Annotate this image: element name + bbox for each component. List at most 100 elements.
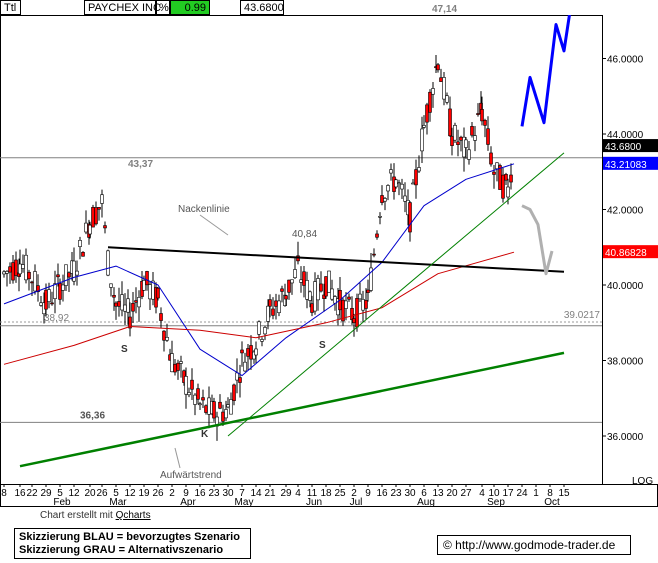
candle-up <box>445 95 449 103</box>
candle-up <box>193 394 197 405</box>
candle-down <box>375 233 379 238</box>
candle-down <box>504 174 508 181</box>
candle-up <box>327 270 331 293</box>
candle-up <box>187 392 191 396</box>
candle-down <box>134 300 138 303</box>
candle-up <box>226 404 230 408</box>
candle-up <box>453 125 457 141</box>
candle-down <box>450 136 454 146</box>
candle-down <box>190 379 194 390</box>
candle-down <box>364 300 368 309</box>
candle-down <box>131 303 135 312</box>
candle-down <box>114 302 118 307</box>
candle-down <box>81 252 85 257</box>
candle-up <box>179 361 183 364</box>
candle-down <box>372 253 376 256</box>
candle-down <box>246 348 250 357</box>
candle-down <box>480 109 484 122</box>
candle-up <box>263 327 267 335</box>
x-tick-label: 14 <box>250 488 262 499</box>
candle-up <box>383 198 387 202</box>
website-link[interactable]: © http://www.godmode-trader.de <box>437 535 631 555</box>
candle-down <box>287 279 291 293</box>
legend-gray: Skizzierung GRAU = Alternativszenario <box>19 544 224 556</box>
y-tick-label: 40.0000 <box>607 281 644 292</box>
x-tick-label: 20 <box>446 488 458 499</box>
candle-up <box>78 240 82 247</box>
candle-up <box>243 361 247 372</box>
candle-down <box>492 171 496 175</box>
candle-down <box>240 349 244 354</box>
qcharts-link[interactable]: Qcharts <box>115 510 151 521</box>
x-tick-label: 25 <box>334 488 346 499</box>
month-label: Oct <box>544 497 560 508</box>
candle-down <box>501 174 505 199</box>
x-tick-label: 2 <box>351 488 357 499</box>
candle-up <box>123 304 127 312</box>
candle-down <box>128 316 132 329</box>
candle-up <box>257 321 261 335</box>
candle-down <box>36 285 40 293</box>
candle-up <box>299 279 303 283</box>
candle-up <box>100 194 104 204</box>
candle-down <box>414 169 418 186</box>
x-tick-label: 17 <box>502 488 514 499</box>
candle-up <box>378 216 382 218</box>
candle-down <box>112 295 116 298</box>
candle-down <box>97 207 101 210</box>
candle-up <box>305 280 309 300</box>
candle-up <box>47 289 51 302</box>
candle-up <box>24 254 28 281</box>
candle-up <box>165 337 169 341</box>
candle-down <box>302 271 306 286</box>
x-tick-label: 22 <box>26 488 38 499</box>
ticker-name: PAYCHEX INC <box>84 0 161 15</box>
legend-blue: Skizzierung BLAU = bevorzugtes Szenario <box>19 531 240 543</box>
annotation-s-left: S <box>121 344 128 355</box>
candle-up <box>235 372 239 381</box>
month-label: Jun <box>306 497 322 508</box>
candle-down <box>156 287 160 299</box>
candle-down <box>103 225 107 229</box>
x-tick-label: 16 <box>376 488 388 499</box>
price-level: 39.0217 <box>564 310 601 321</box>
price-red-sma-box <box>603 245 658 259</box>
candle-down <box>280 288 284 292</box>
candle-up <box>316 278 320 301</box>
candle-up <box>290 279 294 284</box>
candles <box>2 55 513 441</box>
candle-up <box>389 169 393 174</box>
x-tick-label: 12 <box>124 488 136 499</box>
annotation-uptrend: Aufwärtstrend <box>160 470 222 481</box>
x-tick-label: 24 <box>516 488 528 499</box>
candle-up <box>400 183 404 190</box>
x-tick-label: 18 <box>320 488 332 499</box>
candle-down <box>11 262 15 281</box>
candle-up <box>308 291 312 301</box>
neckline <box>107 246 565 273</box>
candle-up <box>61 284 65 291</box>
last-price: 43.6800 <box>240 0 284 15</box>
candle-down <box>470 126 474 136</box>
y-tick-label: 42.0000 <box>607 206 644 217</box>
x-tick-label: 29 <box>40 488 52 499</box>
candle-down <box>91 207 95 228</box>
candle-down <box>162 330 166 341</box>
x-tick-label: 19 <box>138 488 150 499</box>
candle-down <box>366 289 370 293</box>
x-tick-label: 23 <box>208 488 220 499</box>
candle-down <box>8 266 12 273</box>
candle-up <box>361 299 365 311</box>
candle-up <box>344 300 348 309</box>
candle-down <box>509 174 513 183</box>
y-tick-label: 36.0000 <box>607 432 644 443</box>
candle-up <box>106 250 110 276</box>
price-blue-sma: 43.21083 <box>605 160 647 171</box>
candle-down <box>50 302 54 305</box>
candle-down <box>67 272 71 278</box>
y-tick-label: 38.0000 <box>607 357 644 368</box>
candle-up <box>495 162 499 170</box>
candle-down <box>268 299 272 307</box>
candle-down <box>271 308 275 316</box>
candle-down <box>204 405 208 413</box>
